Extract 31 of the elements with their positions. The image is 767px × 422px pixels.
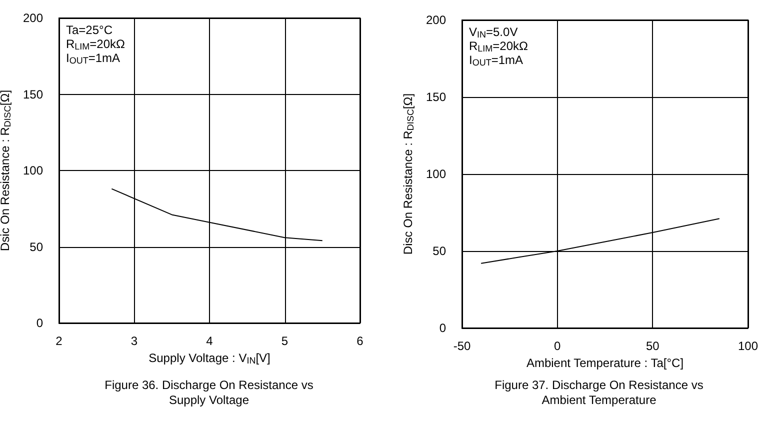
text: Figure 37. Discharge On Resistance vs Ambient Temperature xyxy=(494,378,704,408)
x-tick-label: 3 xyxy=(130,334,138,348)
x-tick-label: 50 xyxy=(646,339,660,353)
x-tick-label: 100 xyxy=(738,339,758,353)
y-axis-title: Disc On Resistance : RDISC[Ω] xyxy=(401,93,416,255)
y-tick-label: 0 xyxy=(36,316,44,330)
x-tick-label: 2 xyxy=(56,334,63,348)
x-tick-label: 6 xyxy=(356,334,364,348)
y-tick-label: 200 xyxy=(22,11,44,25)
y-tick-label: 150 xyxy=(22,87,44,102)
y-tick-label: 100 xyxy=(426,167,446,181)
y-tick-label: 0 xyxy=(439,321,446,335)
x-tick-label: -50 xyxy=(453,339,471,353)
y-tick-label: 150 xyxy=(426,90,446,104)
x-tick-label: 4 xyxy=(206,334,214,348)
y-tick-label: 50 xyxy=(432,244,446,258)
annotation: RLIM=20kΩ xyxy=(469,39,528,54)
y-tick-label: 200 xyxy=(426,13,446,27)
annotation: Ta=25°C xyxy=(66,23,113,37)
x-axis-title: Supply Voltage : VIN[V] xyxy=(148,351,270,366)
annotation: IOUT=1mA xyxy=(66,51,120,66)
y-tick-label: 100 xyxy=(22,164,44,178)
x-tick-label: 0 xyxy=(554,339,561,353)
y-tick-label: 50 xyxy=(30,240,44,254)
y-axis-title: Dsic On Resistance : RDISC[Ω] xyxy=(0,90,13,252)
text: Figure 36. Discharge On Resistance vs Supply Voltage xyxy=(104,378,314,408)
annotation: VIN=5.0V xyxy=(469,25,518,40)
annotation: IOUT=1mA xyxy=(469,53,524,68)
x-tick-label: 5 xyxy=(281,334,288,348)
annotation: RLIM=20kΩ xyxy=(66,37,126,52)
x-axis-title: Ambient Temperature : Ta[°C] xyxy=(526,356,684,370)
